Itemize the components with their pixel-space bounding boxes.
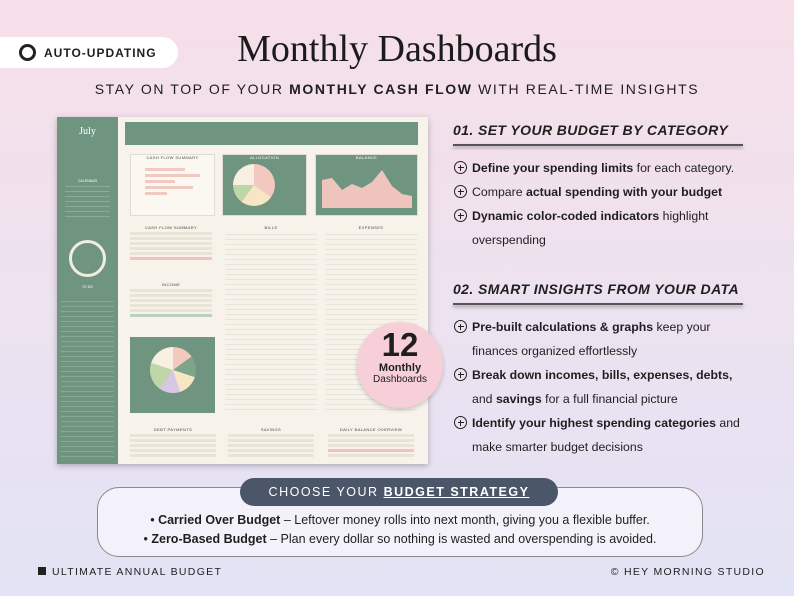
panel: CASH FLOW SUMMARY <box>130 154 215 216</box>
panel-title: INCOME <box>161 282 181 287</box>
strategy-text: – Leftover money rolls into next month, … <box>280 513 650 527</box>
panel-title: CASH FLOW SUMMARY <box>146 155 199 160</box>
table: CASH FLOW SUMMARY <box>127 225 215 262</box>
sidebar-label: TO DO <box>81 285 94 289</box>
todo-lines <box>61 297 114 457</box>
strategy-item: • Carried Over Budget – Leftover money r… <box>97 513 703 527</box>
text-part: and make smarter budget decisions <box>472 416 740 454</box>
plus-icon <box>454 416 467 429</box>
ring <box>69 240 106 277</box>
text-part: MONTHLY CASH FLOW <box>289 81 473 97</box>
text-part: actual spending with your budget <box>526 185 723 199</box>
sidebar: July CALENDAR TO DO <box>57 117 118 464</box>
panel-title: DEBT PAYMENTS <box>153 427 193 432</box>
table: INCOME <box>127 282 215 319</box>
bullet: Pre-built calculations & graphs keep you… <box>454 315 747 363</box>
section-rule <box>453 144 743 146</box>
panel-title: BILLS <box>225 225 317 230</box>
dot: • <box>150 513 159 527</box>
footer-right: © HEY MORNING STUDIO <box>610 566 765 578</box>
text-part: Break down incomes, bills, expenses, deb… <box>472 368 733 382</box>
count-label: Monthly <box>378 362 422 374</box>
panel-title: CASH FLOW SUMMARY <box>144 225 198 230</box>
strategy-item: • Zero-Based Budget – Plan every dollar … <box>97 532 703 546</box>
area-decor <box>322 170 412 208</box>
text-part: WITH REAL-TIME INSIGHTS <box>472 81 700 97</box>
section-heading: 01. SET YOUR BUDGET BY CATEGORY <box>453 122 729 138</box>
calendar <box>65 185 110 217</box>
panel: ALLOCATION <box>222 154 307 216</box>
text-part: Dynamic color-coded indicators <box>472 209 660 223</box>
badge-text: AUTO-UPDATING <box>44 46 157 60</box>
strategy-header-text: CHOOSE YOUR <box>268 485 384 499</box>
bullet: Define your spending limits for each cat… <box>454 156 747 180</box>
section-rule <box>453 303 743 305</box>
panel: BALANCE <box>315 154 418 216</box>
text-part: STAY ON TOP OF YOUR <box>94 81 290 97</box>
text-part: savings <box>495 392 542 406</box>
text-part: keep your finances organized effortlessl… <box>472 320 711 358</box>
text-part: for each category. <box>633 161 735 175</box>
plus-icon <box>454 185 467 198</box>
footer-left: ULTIMATE ANNUAL BUDGET <box>38 566 222 578</box>
table: DEBT PAYMENTS <box>127 427 219 459</box>
text-part: Pre-built calculations & graphs <box>472 320 654 334</box>
plus-icon <box>454 161 467 174</box>
plus-icon <box>454 368 467 381</box>
bullet: Compare actual spending with your budget <box>454 180 747 204</box>
sidebar-label: CALENDAR <box>77 179 98 183</box>
text-part: highlight overspending <box>472 209 709 247</box>
count-label: Dashboards <box>373 374 427 385</box>
panel-title: SAVINGS <box>260 427 282 432</box>
table: DAILY BALANCE OVERVIEW <box>325 427 417 459</box>
bullet: Identify your highest spending categorie… <box>454 411 747 459</box>
count-number: 12 <box>381 326 419 363</box>
spreadsheet-preview: July CALENDAR TO DO CASH FLOW SUMMARY AL… <box>57 117 428 464</box>
text-part: Identify your highest spending categorie… <box>472 416 716 430</box>
month: July <box>79 126 96 137</box>
strategy-name: Carried Over Budget <box>158 513 281 527</box>
panel-title: EXPENSES <box>325 225 417 230</box>
bullet: Break down incomes, bills, expenses, deb… <box>454 363 747 411</box>
footer-text: ULTIMATE ANNUAL BUDGET <box>52 566 223 578</box>
text-part: Define your spending limits <box>472 161 634 175</box>
panel <box>130 337 215 413</box>
title: Monthly Dashboards <box>237 28 557 70</box>
plus-icon <box>454 320 467 333</box>
bullet: Dynamic color-coded indicators highlight… <box>454 204 747 252</box>
panel-title: DAILY BALANCE OVERVIEW <box>339 427 403 432</box>
dot: • <box>143 532 152 546</box>
text-part: and <box>472 392 496 406</box>
subtitle: STAY ON TOP OF YOUR MONTHLY CASH FLOW WI… <box>0 81 794 97</box>
strategy-text: – Plan every dollar so nothing is wasted… <box>266 532 657 546</box>
panel-title: ALLOCATION <box>249 155 280 160</box>
panel-title: BALANCE <box>355 155 378 160</box>
table: SAVINGS <box>225 427 317 459</box>
strategy-header-link: BUDGET STRATEGY <box>383 485 530 499</box>
kpi-cards <box>125 122 418 145</box>
section-heading: 02. SMART INSIGHTS FROM YOUR DATA <box>453 281 739 297</box>
text-part: Compare <box>472 185 526 199</box>
plus-icon <box>454 209 467 222</box>
text-part: for a full financial picture <box>541 392 678 406</box>
strategy-header: CHOOSE YOUR BUDGET STRATEGY <box>240 478 558 506</box>
table: BILLS <box>225 225 317 410</box>
badge: AUTO-UPDATING <box>0 37 178 68</box>
strategy-name: Zero-Based Budget <box>151 532 267 546</box>
count-badge: 12 Monthly Dashboards <box>357 322 443 408</box>
